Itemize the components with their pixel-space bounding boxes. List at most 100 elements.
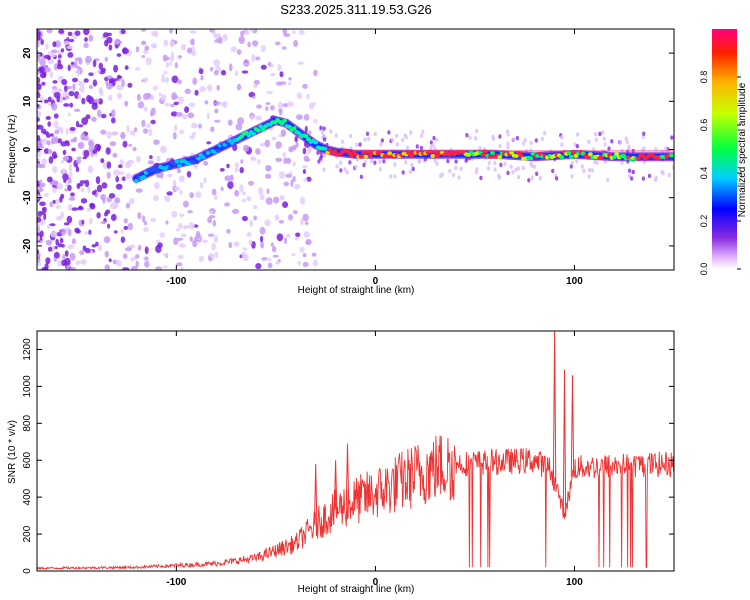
noise-point [98, 62, 104, 70]
noise-point [62, 173, 69, 181]
noise-point [158, 92, 162, 97]
noise-point [76, 183, 81, 189]
noise-point [104, 211, 108, 217]
noise-point [505, 129, 510, 134]
noise-point [300, 218, 304, 226]
noise-point [182, 225, 190, 229]
noise-point [84, 231, 88, 235]
noise-point [287, 101, 294, 107]
noise-point [37, 227, 41, 233]
noise-point [576, 132, 580, 137]
noise-point [129, 130, 136, 136]
noise-point [287, 82, 292, 85]
noise-point [128, 143, 133, 147]
noise-point [134, 127, 138, 133]
noise-point [164, 77, 169, 83]
noise-point [91, 116, 97, 122]
noise-point [67, 203, 73, 211]
noise-point [64, 250, 69, 257]
noise-point [260, 64, 267, 70]
noise-point [63, 257, 71, 266]
noise-point [165, 220, 169, 225]
noise-point [468, 135, 472, 140]
noise-point [78, 219, 82, 227]
noise-point [92, 79, 98, 87]
noise-point [53, 120, 59, 129]
noise-point [590, 168, 594, 173]
ridge-point [177, 164, 182, 168]
x-tick-label: 0 [373, 276, 379, 287]
noise-point [100, 221, 107, 225]
noise-point [264, 219, 271, 227]
noise-point [329, 129, 333, 134]
noise-point [37, 92, 41, 99]
ridge-point [487, 154, 493, 159]
noise-point [77, 124, 84, 128]
noise-point [204, 100, 209, 105]
noise-point [560, 135, 564, 140]
noise-point [211, 188, 217, 196]
noise-point [246, 196, 252, 202]
noise-point [303, 178, 308, 182]
noise-point [305, 241, 311, 245]
noise-point [382, 159, 386, 164]
noise-point [251, 54, 256, 62]
noise-point [56, 182, 64, 190]
noise-point [409, 130, 413, 135]
noise-point [454, 159, 458, 164]
noise-point [279, 71, 284, 78]
noise-point [206, 141, 211, 145]
noise-point [624, 136, 628, 141]
noise-point [126, 125, 130, 133]
noise-point [106, 131, 112, 139]
noise-point [270, 105, 275, 111]
noise-point [491, 134, 495, 140]
noise-point [199, 182, 204, 189]
noise-point [78, 56, 82, 65]
noise-point [60, 48, 65, 53]
noise-point [135, 188, 143, 193]
noise-point [540, 136, 545, 141]
noise-point [302, 253, 307, 258]
y-tick-label: 600 [22, 451, 33, 468]
noise-point [146, 123, 151, 129]
noise-point [89, 202, 95, 208]
noise-point [149, 155, 153, 160]
noise-point [75, 159, 82, 164]
noise-point [56, 88, 63, 92]
noise-point [670, 135, 674, 140]
snr-marks [37, 331, 674, 571]
noise-point [125, 247, 132, 252]
noise-point [322, 137, 327, 142]
noise-point [74, 30, 81, 36]
noise-point [440, 172, 444, 177]
noise-point [37, 66, 45, 74]
x-tick-label: 100 [566, 577, 583, 588]
noise-point [186, 171, 192, 178]
noise-point [511, 137, 515, 142]
noise-point [219, 168, 225, 172]
noise-point [61, 228, 66, 236]
noise-point [54, 129, 60, 135]
noise-point [53, 63, 59, 71]
noise-point [487, 160, 491, 166]
noise-point [110, 213, 117, 222]
noise-point [630, 176, 634, 181]
noise-point [373, 131, 377, 137]
noise-point [387, 130, 391, 135]
noise-point [535, 171, 539, 176]
noise-point [575, 159, 579, 164]
noise-point [188, 102, 196, 108]
noise-point [66, 45, 74, 50]
noise-point [95, 176, 101, 185]
noise-point [122, 48, 129, 54]
ridge-point [229, 141, 235, 145]
noise-point [76, 69, 81, 77]
noise-point [47, 96, 52, 103]
noise-point [94, 143, 102, 151]
noise-point [37, 235, 41, 241]
noise-point [373, 160, 377, 165]
noise-point [165, 102, 170, 107]
noise-point [297, 61, 304, 65]
noise-point [65, 127, 69, 135]
